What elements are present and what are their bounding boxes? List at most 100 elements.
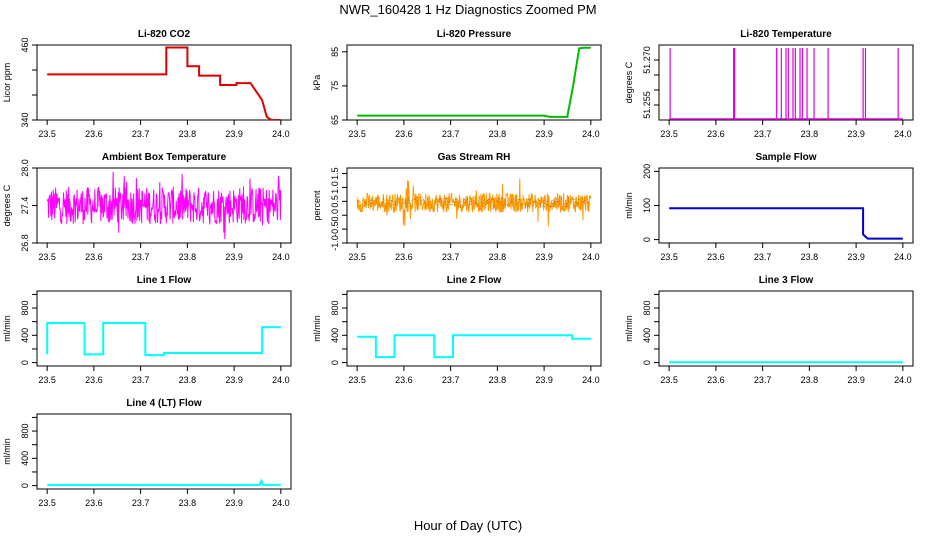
panel-title: Line 4 (LT) Flow (126, 398, 202, 409)
y-tick-label: 800 (20, 301, 30, 316)
x-tick-label: 23.6 (395, 252, 413, 262)
y-tick-label: 0 (20, 483, 30, 488)
x-tick-label: 23.9 (225, 375, 243, 385)
x-axis-caption: Hour of Day (UTC) (413, 518, 523, 533)
x-tick-label: 24.0 (272, 129, 290, 139)
y-axis-label: ml/min (312, 315, 322, 342)
y-axis-label: ml/min (624, 192, 634, 219)
y-tick-label: 400 (330, 328, 340, 343)
y-tick-label: 0 (330, 360, 340, 365)
x-tick-label: 23.8 (801, 375, 819, 385)
panel-6: Sample Flow 23.5 23.6 23.7 23.8 23.9 24.0 0 100 2… (624, 152, 914, 262)
y-axis-label: Licor ppm (2, 63, 12, 103)
y-tick-label: 400 (20, 451, 30, 466)
x-tick-label: 23.5 (348, 129, 366, 139)
panel-title: Line 2 Flow (447, 275, 502, 286)
plot-frame (346, 167, 602, 244)
y-tick-label: 800 (642, 301, 652, 316)
x-tick-label: 23.6 (395, 129, 413, 139)
x-tick-label: 23.7 (132, 129, 150, 139)
x-tick-label: 23.9 (847, 252, 865, 262)
plot-frame (346, 44, 602, 121)
x-tick-label: 23.7 (132, 375, 150, 385)
x-tick-label: 23.7 (754, 252, 772, 262)
x-tick-label: 23.8 (489, 129, 507, 139)
y-tick-label: 27.4 (20, 197, 30, 215)
x-tick-label: 23.8 (179, 498, 197, 508)
x-tick-label: 24.0 (894, 252, 912, 262)
x-tick-label: 23.7 (442, 252, 460, 262)
panel-2: Li-820 Pressure 23.5 23.6 23.7 23.8 23.9 24.0 6… (312, 29, 602, 139)
y-axis-label: degrees C (2, 184, 12, 226)
y-tick-label: 0.0 (330, 209, 340, 222)
y-axis-label: degrees C (624, 61, 634, 103)
data-series-1 (357, 46, 591, 118)
data-noise-series (356, 178, 592, 227)
panel-9: Line 3 Flow 23.5 23.6 23.7 23.8 23.9 24.0 0 400 8… (624, 275, 914, 385)
x-tick-label: 24.0 (894, 129, 912, 139)
x-tick-label: 23.8 (801, 129, 819, 139)
x-tick-label: 23.5 (38, 252, 56, 262)
panel-title: Gas Stream RH (438, 152, 511, 163)
y-tick-label: 400 (642, 328, 652, 343)
panel-4: Ambient Box Temperature 23.5 23.6 23.7 23.8 2… (2, 152, 292, 262)
panel-title: Ambient Box Temperature (102, 152, 227, 163)
y-tick-label: 0 (642, 360, 652, 365)
x-tick-label: 23.5 (348, 252, 366, 262)
y-tick-label: -0.5 (330, 221, 340, 237)
x-tick-label: 24.0 (582, 252, 600, 262)
y-tick-label: -1.0 (330, 235, 340, 251)
data-series-1 (357, 334, 591, 359)
x-tick-label: 24.0 (272, 498, 290, 508)
data-series-1 (47, 478, 281, 486)
y-axis-label: ml/min (2, 438, 12, 465)
x-tick-label: 24.0 (272, 252, 290, 262)
x-tick-label: 23.9 (847, 375, 865, 385)
y-tick-label: 340 (20, 112, 30, 127)
x-tick-label: 23.5 (660, 252, 678, 262)
x-tick-label: 23.9 (535, 375, 553, 385)
y-tick-label: 26.8 (20, 234, 30, 252)
x-tick-label: 23.5 (660, 129, 678, 139)
data-series-1 (669, 207, 903, 240)
y-tick-label: 400 (20, 328, 30, 343)
plot-frame (36, 413, 292, 490)
x-tick-label: 23.6 (85, 375, 103, 385)
x-tick-label: 23.7 (132, 498, 150, 508)
x-tick-label: 23.6 (707, 375, 725, 385)
panel-title: Li-820 CO2 (138, 29, 191, 40)
y-tick-label: 800 (330, 301, 340, 316)
x-tick-label: 23.9 (847, 129, 865, 139)
x-tick-label: 24.0 (894, 375, 912, 385)
y-axis-label: percent (312, 190, 322, 221)
x-tick-label: 23.9 (225, 252, 243, 262)
plot-frame (36, 290, 292, 367)
data-series-1 (47, 46, 281, 120)
y-tick-label: 1.0 (330, 181, 340, 194)
y-axis-label: kPa (312, 75, 322, 91)
x-tick-label: 23.6 (707, 129, 725, 139)
plot-frame (346, 290, 602, 367)
y-tick-label: 1.5 (330, 167, 340, 180)
x-tick-label: 23.8 (489, 375, 507, 385)
y-tick-label: 75 (330, 81, 340, 91)
x-tick-label: 23.6 (85, 498, 103, 508)
y-axis-label: ml/min (624, 315, 634, 342)
panel-title: Li-820 Temperature (740, 29, 832, 40)
panel-10: Line 4 (LT) Flow 23.5 23.6 23.7 23.8 23.9 24.0… (2, 398, 292, 508)
y-tick-label: 800 (20, 424, 30, 439)
x-tick-label: 23.8 (801, 252, 819, 262)
x-tick-label: 23.6 (707, 252, 725, 262)
x-tick-label: 23.9 (225, 498, 243, 508)
x-tick-label: 23.9 (535, 129, 553, 139)
panel-title: Line 1 Flow (137, 275, 192, 286)
y-axis-label: ml/min (2, 315, 12, 342)
panel-5: Gas Stream RH 23.5 23.6 23.7 23.8 23.9 24.0 -1.… (312, 152, 602, 262)
y-tick-label: 200 (642, 164, 652, 179)
x-tick-label: 23.5 (348, 375, 366, 385)
panel-3: Li-820 Temperature 23.5 23.6 23.7 23.8 23.9 24… (624, 29, 914, 139)
x-tick-label: 23.6 (395, 375, 413, 385)
plot-frame (36, 44, 292, 121)
x-tick-label: 23.7 (754, 375, 772, 385)
y-tick-label: 51.270 (642, 46, 652, 74)
